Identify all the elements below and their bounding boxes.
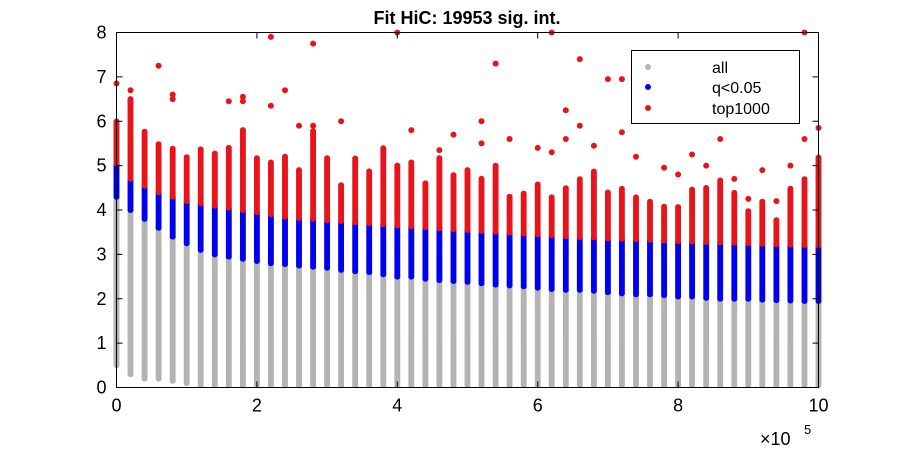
data-point [197, 146, 204, 153]
data-point [408, 159, 415, 166]
data-point [253, 155, 260, 162]
data-point [450, 172, 457, 179]
data-point [324, 155, 331, 162]
data-point [296, 167, 302, 174]
data-point [141, 128, 148, 135]
data-point [492, 162, 499, 169]
data-point [239, 127, 246, 134]
data-point [169, 145, 176, 152]
data-point [267, 159, 274, 166]
series-0 [113, 162, 822, 389]
data-point [478, 175, 485, 182]
data-point [366, 168, 373, 175]
data-point [394, 162, 401, 169]
data-point [352, 155, 359, 162]
data-point [211, 150, 218, 157]
data-point [225, 144, 232, 151]
data-point [436, 155, 443, 162]
data-point [422, 180, 429, 187]
data-point [338, 182, 345, 189]
data-point [464, 167, 471, 174]
data-point [155, 141, 162, 148]
points-layer [113, 29, 822, 389]
data-point [282, 153, 288, 160]
data-point [380, 145, 387, 152]
data-point [310, 128, 317, 134]
data-point [183, 154, 190, 161]
